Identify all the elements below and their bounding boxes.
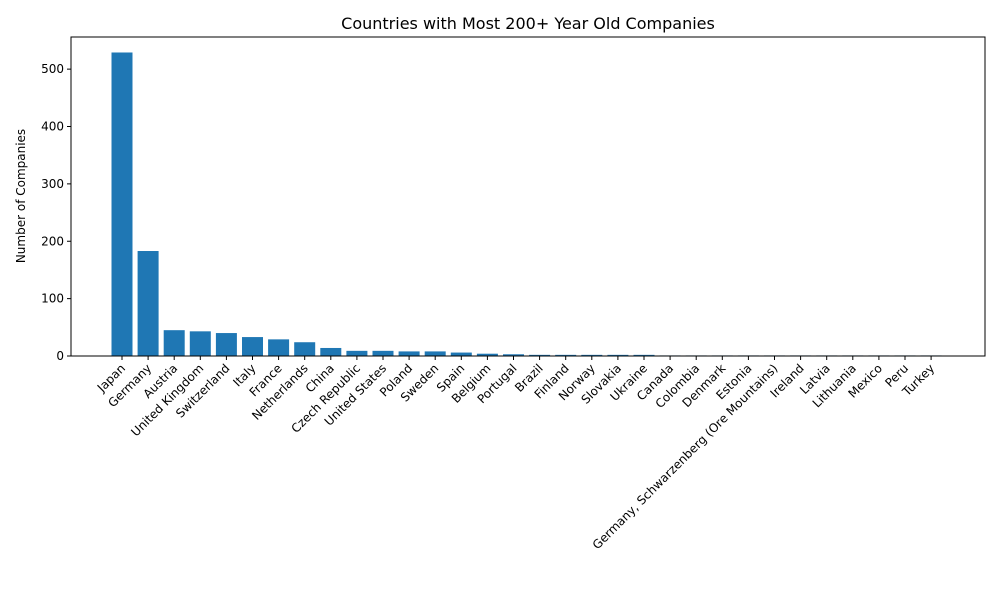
bar-germany (137, 251, 159, 356)
bar-belgium (476, 353, 498, 356)
bar-portugal (503, 354, 524, 356)
bar-brazil (529, 354, 551, 356)
bar-norway (581, 354, 603, 356)
y-axis-label: Number of Companies (14, 129, 28, 263)
y-tick-label: 100 (41, 292, 64, 306)
bar-poland (398, 351, 420, 356)
y-tick-label: 200 (41, 234, 64, 248)
bar-ukraine (633, 354, 655, 356)
bar-united-kingdom (189, 331, 211, 356)
bar-austria (163, 330, 185, 356)
y-tick-label: 400 (41, 120, 64, 134)
bar-japan (111, 52, 133, 357)
bar-finland (555, 354, 577, 356)
y-tick-label: 300 (41, 177, 64, 191)
bar-france (268, 339, 290, 356)
y-axis-ticks: 0 100 200 300 400 500 (41, 62, 71, 363)
bar-sweden (424, 351, 446, 356)
bar-slovakia (607, 354, 629, 356)
bar-czech-republic (346, 350, 368, 356)
bar-united-states (372, 350, 394, 356)
plot-frame (70, 36, 986, 357)
bar-italy (242, 337, 263, 356)
y-tick-label: 500 (41, 62, 64, 76)
bar-china (320, 347, 342, 356)
bar-switzerland (215, 333, 237, 356)
bars-group (111, 52, 942, 357)
chart-title: Countries with Most 200+ Year Old Compan… (341, 14, 715, 33)
bar-netherlands (294, 342, 316, 356)
y-tick-label: 0 (56, 349, 64, 363)
bar-spain (450, 352, 472, 356)
